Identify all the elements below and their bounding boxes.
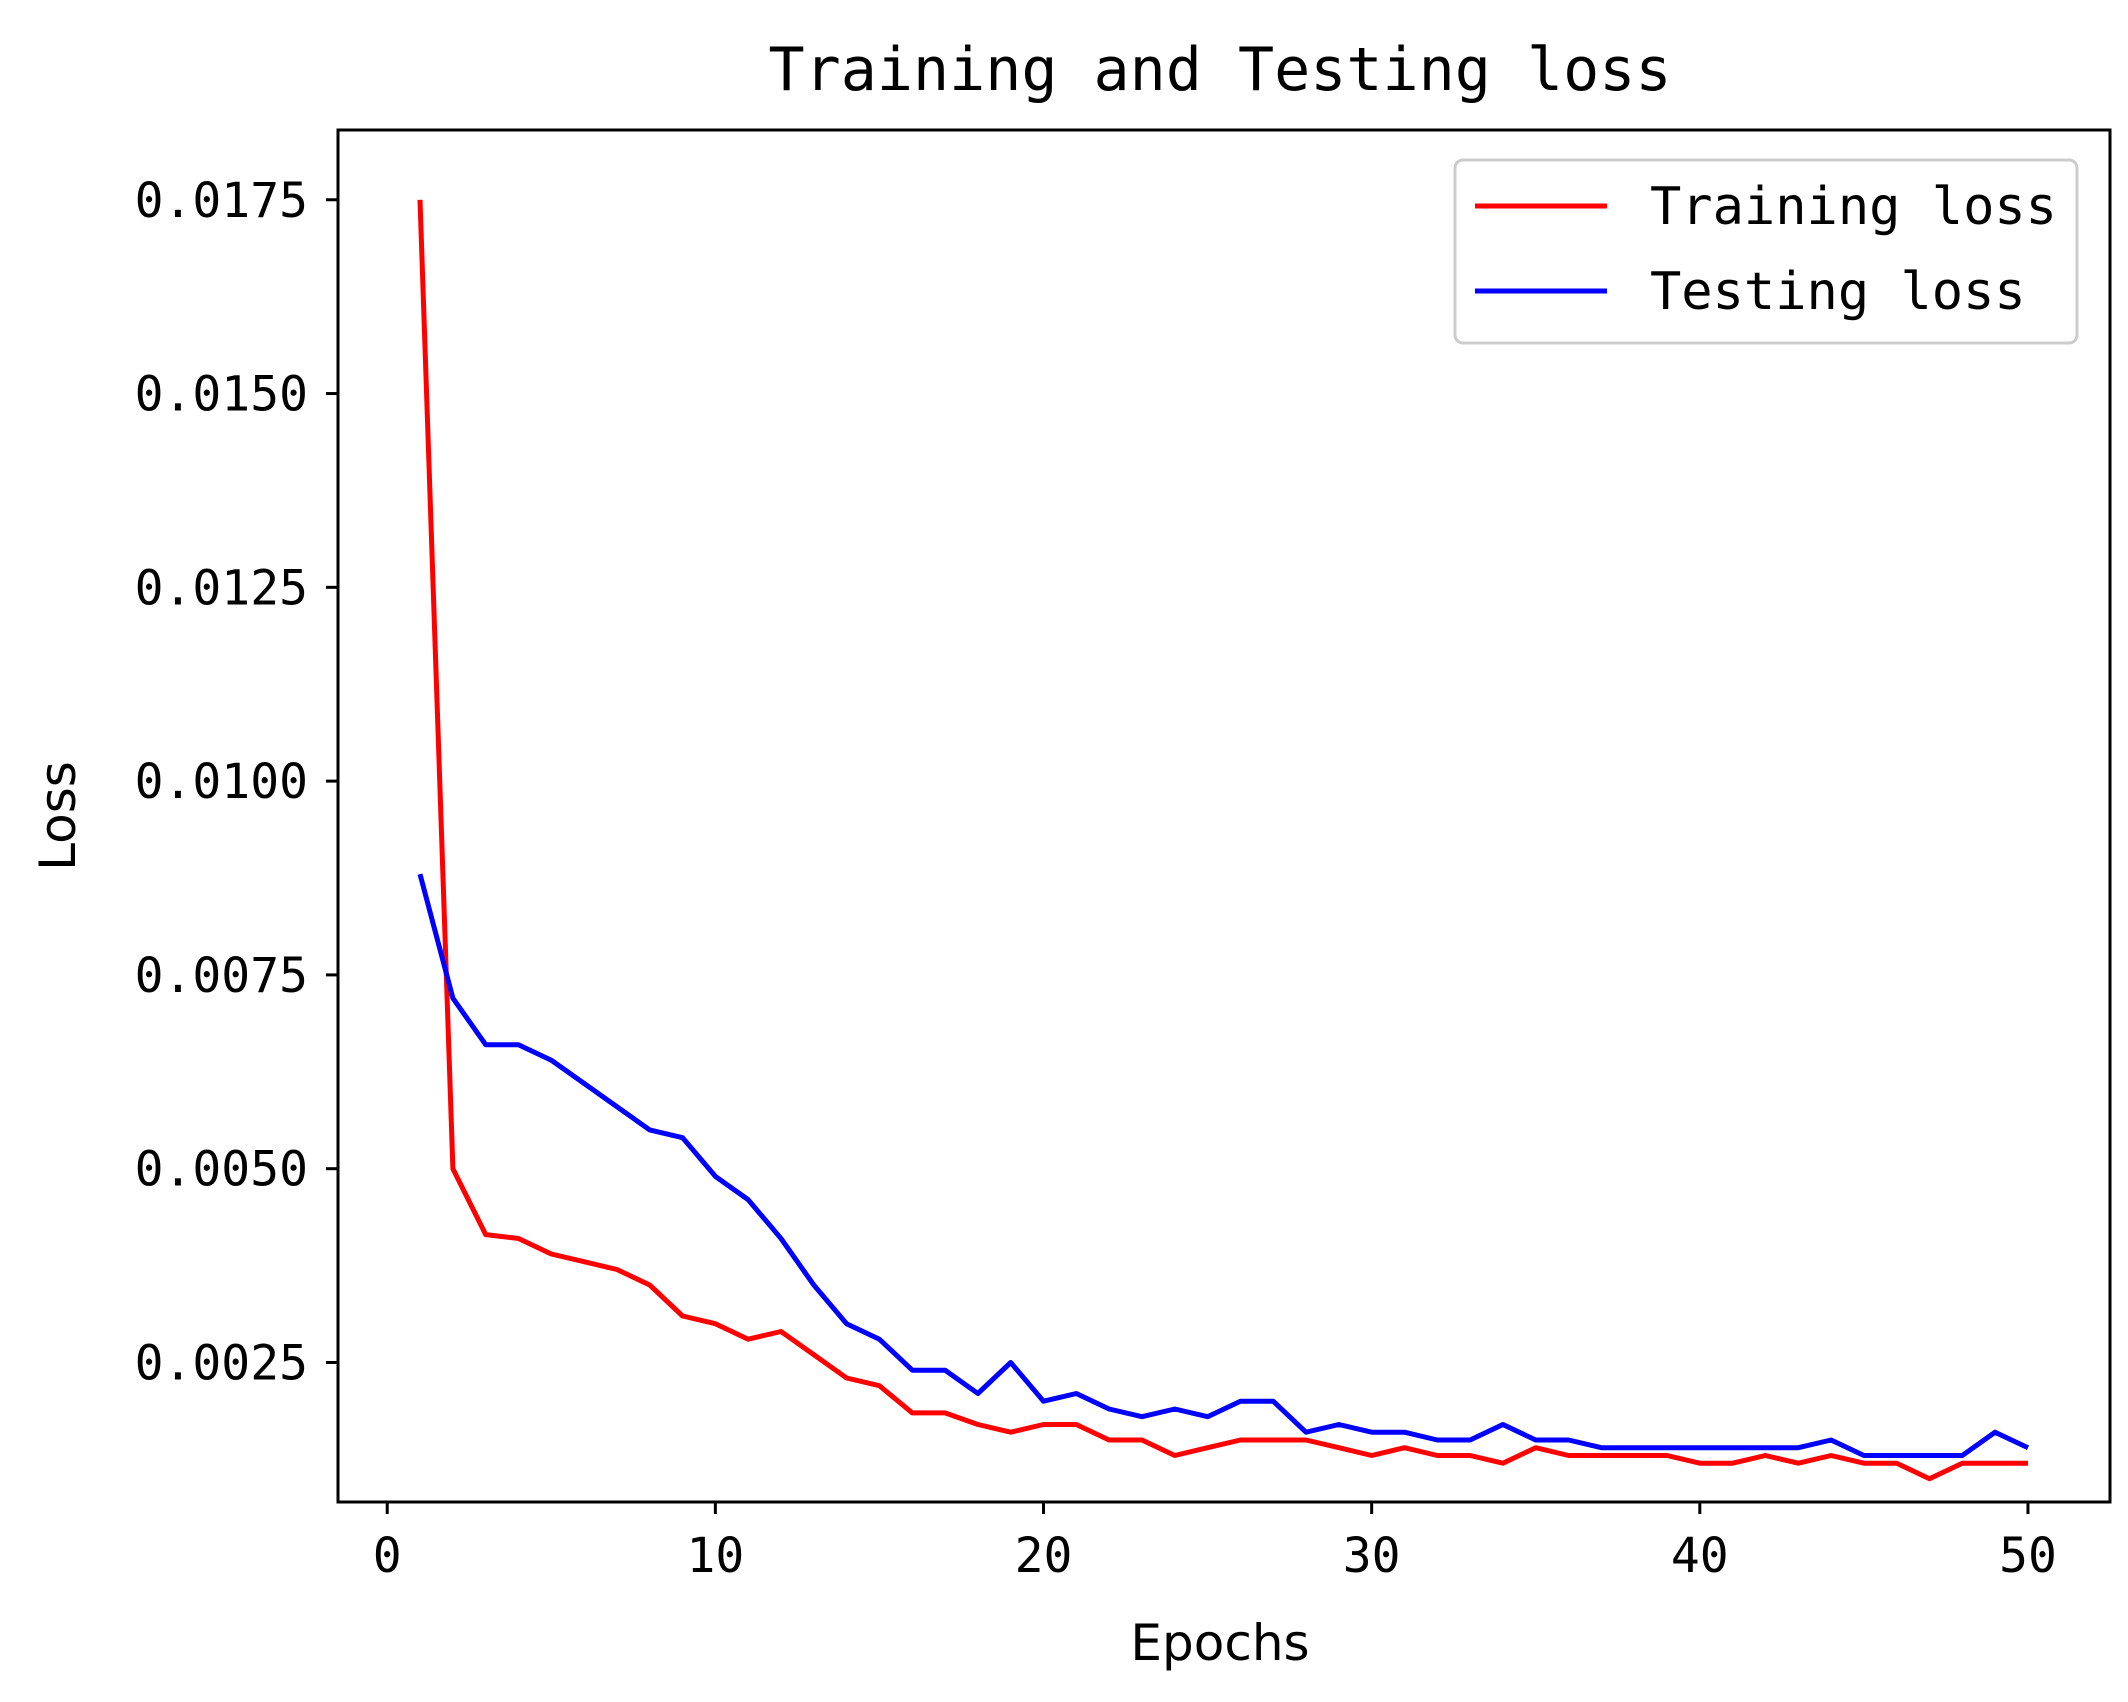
x-tick-label: 30 xyxy=(1343,1528,1401,1584)
legend-box xyxy=(1453,158,2079,345)
chart-title: Training and Testing loss xyxy=(768,35,1671,105)
x-tick-label: 10 xyxy=(686,1528,744,1584)
plot-frame xyxy=(336,128,2112,1504)
y-tick-label: 0.0150 xyxy=(135,367,308,423)
y-axis-label: Loss xyxy=(29,761,87,871)
y-tick-label: 0.0075 xyxy=(135,948,308,1004)
y-axis: 0.0025 0.0050 0.0075 0.0100 0.0125 0.0150 0.01… xyxy=(135,173,338,1391)
y-tick-label: 0.0050 xyxy=(135,1142,308,1198)
series-layer xyxy=(417,199,2030,1482)
x-tick-label: 20 xyxy=(1015,1528,1073,1584)
legend-label-training: Training loss xyxy=(1650,177,2057,237)
x-axis: 0 10 20 30 40 50 xyxy=(373,1502,2057,1584)
y-tick-label: 0.0025 xyxy=(135,1335,308,1391)
legend: Training loss Testing loss xyxy=(1453,158,2079,345)
y-tick-label: 0.0100 xyxy=(135,754,308,810)
y-tick-label: 0.0125 xyxy=(135,560,308,616)
x-tick-label: 0 xyxy=(373,1528,402,1584)
x-tick-label: 50 xyxy=(1999,1528,2057,1584)
series-line-training xyxy=(417,199,2028,1482)
x-tick-label: 40 xyxy=(1671,1528,1729,1584)
legend-label-testing: Testing loss xyxy=(1650,262,2026,322)
x-axis-label: Epochs xyxy=(1130,1614,1309,1672)
y-tick-label: 0.0175 xyxy=(135,173,308,229)
series-line-testing xyxy=(417,873,2030,1458)
